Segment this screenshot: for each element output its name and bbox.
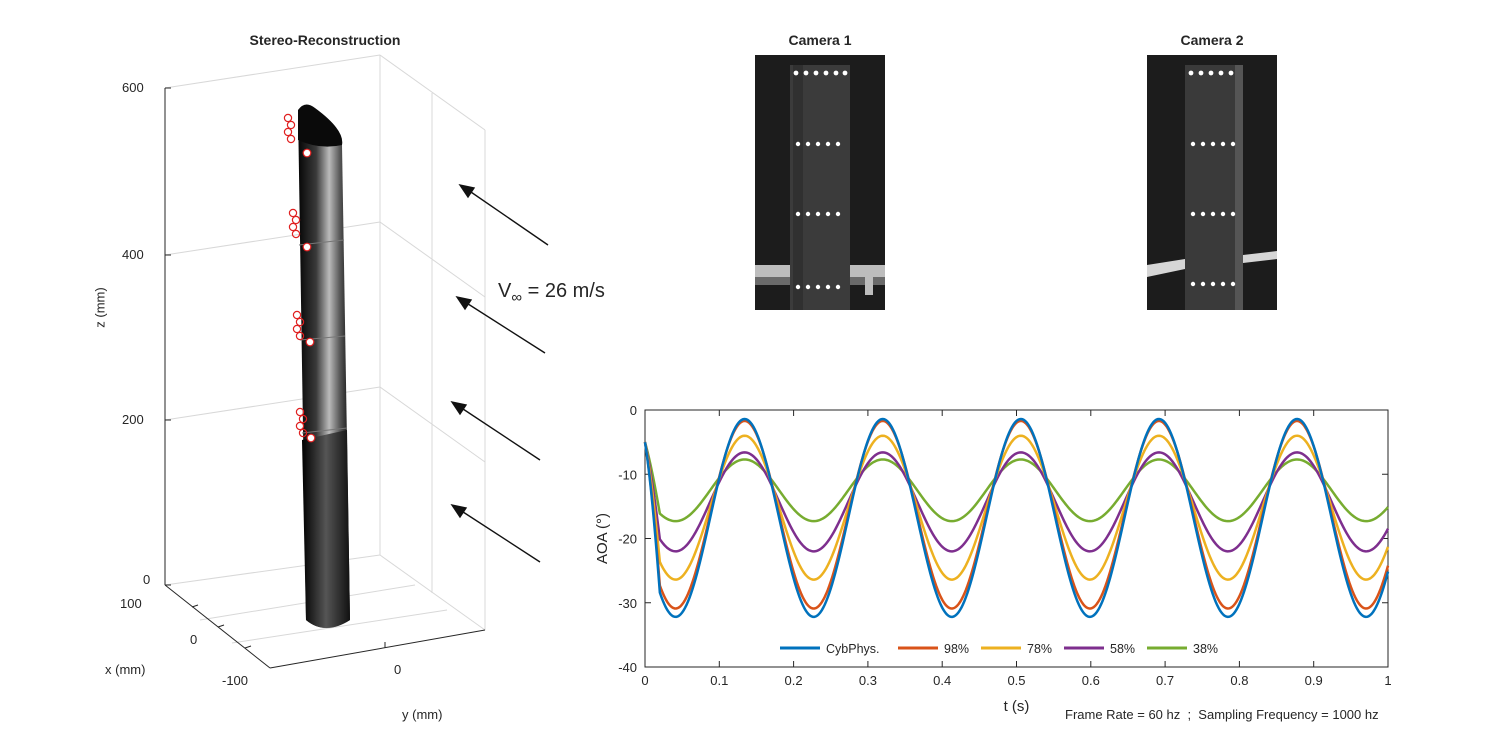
x-tick-label: 0.6 [1082,673,1100,688]
velocity-subscript: ∞ [511,289,523,306]
marker-outline [292,324,302,334]
y-tick-0: 0 [394,662,402,677]
velocity-value: = 26 m/s [527,280,605,302]
marker-tracked [305,337,315,347]
legend-label: 38% [1193,642,1218,656]
x-axis-title: t (s) [1004,698,1030,715]
marker-outline [295,317,305,327]
y-tick-label: -10 [618,467,637,482]
marker-outline [288,208,298,218]
marker-outline [291,215,301,225]
z-tick-0: 0 [143,572,151,587]
stereo-title: Stereo-Reconstruction [249,32,401,48]
marker-outline [295,421,305,431]
x-tick-label: 0.3 [859,673,877,688]
x-tick-0: 0 [190,632,198,647]
y-tick-label: -30 [618,596,637,611]
stereo-3d-plot [164,54,549,669]
y-axis-title: AOA (°) [594,513,611,564]
marker-outline [286,134,296,144]
marker-outline [298,414,308,424]
footer-note: Frame Rate = 60 hz ; Sampling Frequency … [1065,707,1379,722]
camera-1-title: Camera 1 [788,32,852,48]
z-tick-200: 200 [122,412,144,427]
x-tick-label: 0.7 [1156,673,1174,688]
legend-label: 78% [1027,642,1052,656]
marker-outline [283,127,293,137]
x-axis-label: x (mm) [105,662,146,677]
camera-1-image [755,55,885,310]
marker-outline [295,331,305,341]
legend-label: 98% [944,642,969,656]
legend-label: CybPhys. [826,642,880,656]
marker-outline [291,229,301,239]
velocity-symbol: V [498,280,512,302]
y-tick-label: -20 [618,532,637,547]
x-tick-100: 100 [120,596,142,611]
marker-outline [286,120,296,130]
series-line-cybphys [643,417,1390,619]
x-tick-neg100: -100 [222,673,249,688]
plot-frame [644,409,1389,668]
flow-arrows [450,183,549,563]
marker-tracked [302,148,312,158]
legend-label: 58% [1110,642,1135,656]
marker-outline [295,407,305,417]
x-tick-label: 1 [1384,673,1391,688]
x-tick-label: 0.2 [785,673,803,688]
x-tick-label: 0.8 [1230,673,1248,688]
marker-tracked [302,242,312,252]
x-tick-label: 0.1 [710,673,728,688]
x-tick-label: 0.9 [1305,673,1323,688]
x-tick-label: 0.4 [933,673,951,688]
y-axis-label: y (mm) [402,707,443,722]
marker-tracked [306,433,316,443]
x-tick-label: 0 [641,673,648,688]
y-tick-label: -40 [618,660,637,675]
z-tick-600: 600 [122,80,144,95]
y-tick-label: 0 [630,403,637,418]
marker-outline [283,113,293,123]
tracking-markers [283,113,316,443]
marker-outline [298,428,308,438]
marker-outline [292,310,302,320]
marker-outline [288,222,298,232]
camera-2-title: Camera 2 [1180,32,1244,48]
camera-2-image [1147,55,1277,310]
velocity-label: V∞ = 26 m/s [498,280,605,306]
x-tick-label: 0.5 [1007,673,1025,688]
z-tick-400: 400 [122,247,144,262]
